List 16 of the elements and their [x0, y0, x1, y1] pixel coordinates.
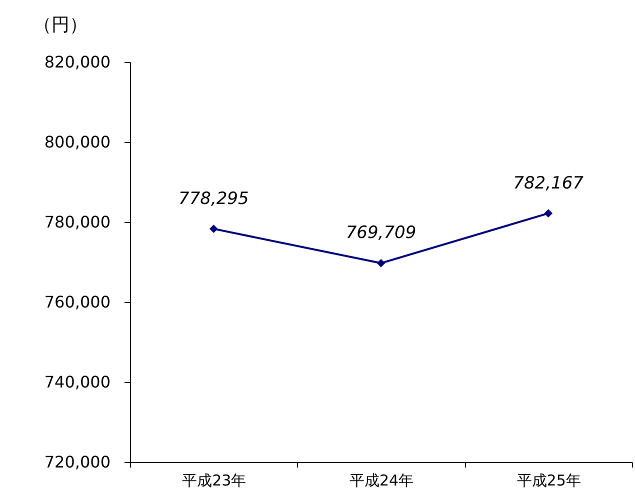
y-tick-label: 720,000 [44, 452, 110, 472]
x-tick-label: 平成24年 [349, 472, 414, 490]
y-tick-label: 820,000 [44, 52, 110, 72]
y-tick-label: 760,000 [44, 292, 110, 312]
x-tick-label: 平成25年 [516, 472, 581, 490]
y-tick-label: 740,000 [44, 372, 110, 392]
text: 769,709 [346, 223, 416, 244]
y-axis-title: （円） [34, 14, 88, 36]
x-tick-label: 平成23年 [182, 472, 246, 490]
text: 782,167 [513, 173, 584, 194]
point [544, 209, 553, 218]
y-tick-label: 780,000 [44, 212, 110, 232]
text: 778,295 [178, 188, 249, 209]
point [209, 224, 218, 234]
point [376, 258, 386, 268]
y-tick-label: 800,000 [44, 132, 110, 152]
